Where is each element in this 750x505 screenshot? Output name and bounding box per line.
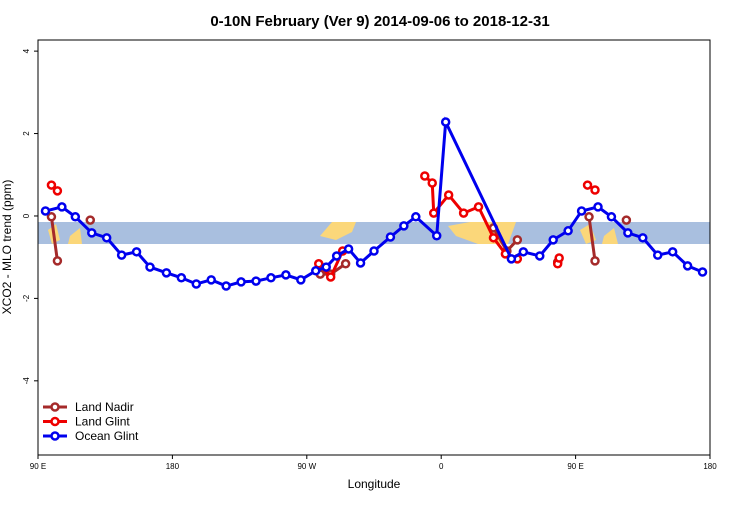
x-tick-label: 180 [166, 462, 180, 471]
point [385, 232, 396, 242]
map-band [38, 222, 710, 244]
point [682, 261, 693, 271]
point [87, 228, 97, 238]
y-axis-label: XCO2 - MLO trend (ppm) [0, 180, 14, 315]
point [340, 259, 351, 269]
x-tick-label: 90 E [567, 462, 583, 471]
point [428, 208, 439, 218]
point [638, 233, 648, 243]
point [251, 276, 261, 286]
map-ocean [38, 222, 710, 244]
point [101, 233, 112, 243]
point [325, 272, 336, 282]
point [85, 215, 96, 225]
point [697, 267, 708, 277]
point [369, 246, 379, 256]
x-tick-label: 90 W [297, 462, 316, 471]
point [57, 202, 67, 212]
point [52, 256, 63, 266]
plot-frame [37, 39, 711, 456]
legend-marker [50, 416, 60, 427]
map-land [48, 222, 618, 244]
point [321, 262, 331, 272]
point [161, 268, 172, 278]
point [554, 253, 564, 263]
point [440, 117, 451, 127]
y-tick-label: -2 [22, 294, 31, 302]
point [46, 212, 57, 222]
point [582, 180, 593, 190]
point [563, 226, 573, 236]
point [473, 202, 484, 212]
point [590, 185, 600, 195]
point [355, 258, 366, 268]
point [70, 212, 81, 222]
point [458, 208, 469, 218]
legend-label: Land Glint [75, 415, 130, 429]
point [431, 231, 442, 241]
point [667, 247, 678, 257]
x-tick-label: 0 [439, 462, 444, 471]
point [145, 262, 155, 272]
point [548, 235, 558, 245]
point [176, 273, 187, 283]
point [46, 180, 57, 190]
point [281, 270, 291, 280]
point [590, 256, 600, 266]
legend-label: Land Nadir [75, 400, 134, 414]
x-tick-label: 90 E [30, 462, 46, 471]
point [518, 247, 529, 257]
point [296, 275, 306, 285]
point [535, 251, 545, 261]
y-tick-label: -4 [22, 377, 31, 385]
point [606, 212, 617, 222]
point [266, 273, 276, 283]
legend-marker [50, 431, 60, 441]
x-tick-label: 180 [703, 462, 717, 471]
y-tick-label: 0 [22, 213, 31, 218]
point [52, 186, 63, 196]
point [488, 233, 499, 243]
point [40, 206, 51, 216]
point [420, 171, 430, 181]
point [593, 202, 603, 212]
point [191, 279, 202, 289]
point [427, 178, 437, 188]
point [131, 247, 142, 257]
point [512, 235, 523, 245]
legend-marker [50, 402, 60, 412]
point [584, 212, 594, 222]
point [506, 254, 517, 264]
y-tick-label: 4 [22, 48, 31, 53]
point [576, 206, 587, 216]
y-tick-label: 2 [22, 131, 31, 136]
point [206, 275, 216, 285]
point [343, 244, 354, 254]
point [236, 277, 246, 287]
point [116, 250, 127, 260]
legend-label: Ocean Glint [75, 429, 139, 443]
point [221, 281, 231, 291]
point [411, 212, 421, 222]
point [652, 250, 663, 260]
x-axis-label: Longitude [348, 477, 401, 491]
point [331, 251, 342, 261]
point [623, 228, 633, 238]
point [621, 215, 632, 225]
series-line [45, 116, 704, 288]
point [443, 190, 454, 200]
point [399, 221, 409, 231]
chart-title: 0-10N February (Ver 9) 2014-09-06 to 201… [210, 13, 549, 30]
point [311, 266, 321, 276]
